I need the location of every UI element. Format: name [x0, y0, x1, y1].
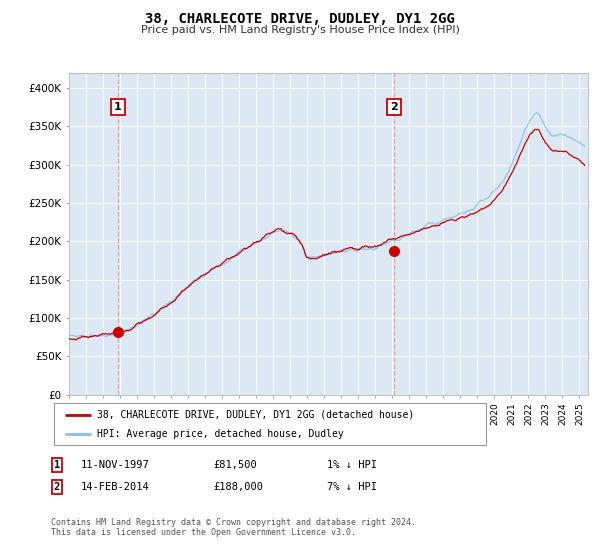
- Text: 11-NOV-1997: 11-NOV-1997: [81, 460, 150, 470]
- Text: 14-FEB-2014: 14-FEB-2014: [81, 482, 150, 492]
- Text: 7% ↓ HPI: 7% ↓ HPI: [327, 482, 377, 492]
- Text: 1: 1: [54, 460, 60, 470]
- Text: 38, CHARLECOTE DRIVE, DUDLEY, DY1 2GG (detached house): 38, CHARLECOTE DRIVE, DUDLEY, DY1 2GG (d…: [97, 409, 415, 419]
- Text: 38, CHARLECOTE DRIVE, DUDLEY, DY1 2GG: 38, CHARLECOTE DRIVE, DUDLEY, DY1 2GG: [145, 12, 455, 26]
- Text: £81,500: £81,500: [213, 460, 257, 470]
- Text: 2: 2: [391, 102, 398, 113]
- Text: 1: 1: [114, 102, 122, 113]
- Text: Contains HM Land Registry data © Crown copyright and database right 2024.
This d: Contains HM Land Registry data © Crown c…: [51, 518, 416, 538]
- Text: Price paid vs. HM Land Registry's House Price Index (HPI): Price paid vs. HM Land Registry's House …: [140, 25, 460, 35]
- Text: £188,000: £188,000: [213, 482, 263, 492]
- Text: 1% ↓ HPI: 1% ↓ HPI: [327, 460, 377, 470]
- Text: HPI: Average price, detached house, Dudley: HPI: Average price, detached house, Dudl…: [97, 429, 344, 439]
- Text: 2: 2: [54, 482, 60, 492]
